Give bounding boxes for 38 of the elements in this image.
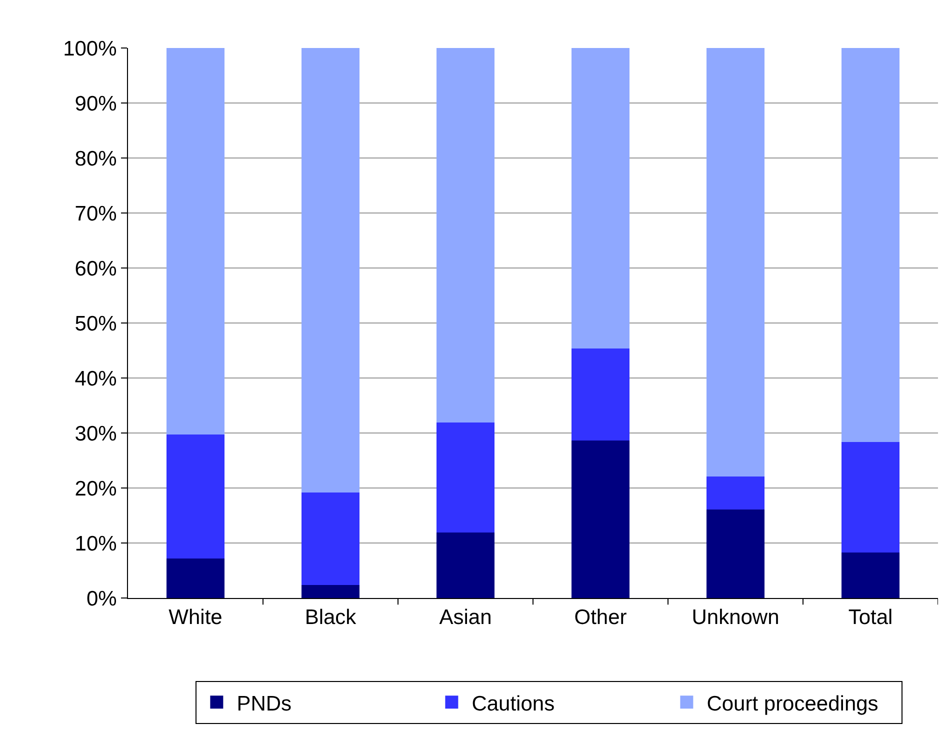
y-tick-label: 90% (74, 92, 117, 116)
bar (706, 475, 764, 510)
bar (436, 532, 494, 598)
bar (842, 440, 900, 552)
bar (572, 347, 630, 441)
bar (302, 584, 360, 598)
bar (842, 48, 900, 442)
legend-label: Court proceedings (706, 692, 878, 716)
y-tick-label: 60% (74, 257, 117, 280)
y-tick-label: 10% (74, 532, 117, 556)
bar (436, 48, 494, 422)
x-tick-label: White (168, 606, 222, 630)
bar (842, 551, 900, 598)
bar (166, 434, 224, 558)
bar (166, 48, 224, 435)
legend-label: Cautions (472, 692, 555, 716)
x-tick-label: Other (574, 606, 627, 630)
bar (572, 440, 630, 598)
y-tick-label: 70% (74, 202, 117, 226)
y-tick-label: 100% (63, 37, 117, 60)
bar (302, 48, 360, 492)
y-tick-label: 30% (74, 422, 117, 446)
bar (436, 422, 494, 532)
x-tick-label: Total (848, 606, 893, 630)
y-tick-label: 40% (74, 367, 117, 390)
x-tick-label: Asian (439, 606, 492, 630)
x-tick-label: Unknown (692, 606, 780, 630)
y-tick-label: 20% (74, 477, 117, 500)
bar (706, 48, 764, 476)
bar (572, 48, 630, 348)
bar (166, 557, 224, 598)
legend-label: PNDs (236, 692, 292, 716)
x-tick-label: Black (304, 606, 357, 630)
bar (706, 508, 764, 598)
y-tick-label: 50% (74, 312, 117, 336)
bar (302, 491, 360, 585)
y-tick-label: 80% (74, 147, 117, 170)
y-tick-label: 0% (86, 587, 117, 610)
